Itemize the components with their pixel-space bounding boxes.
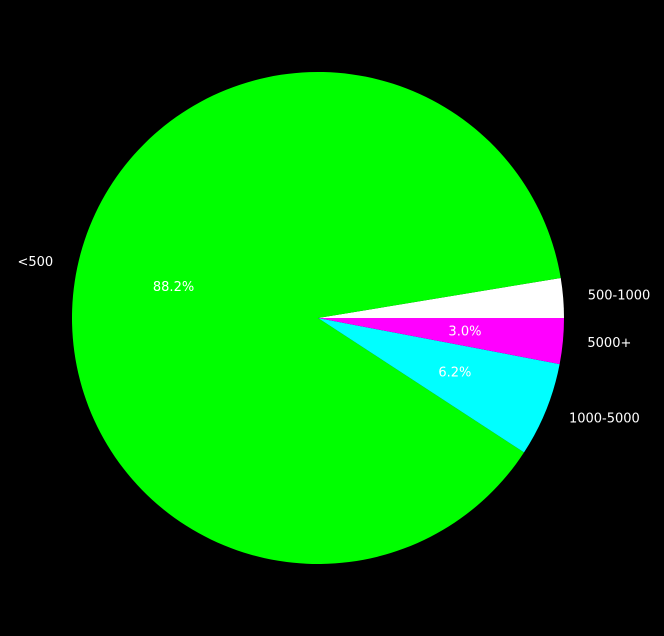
pie-labels: 500-1000 <500 88.2% 1000-5000 6.2% 5000+ 3.0% — [17, 255, 650, 427]
pie-slices — [71, 72, 564, 565]
slice-percent-label: 6.2% — [438, 366, 471, 381]
slice-label: 1000-5000 — [569, 412, 640, 427]
slice-label: 5000+ — [587, 336, 631, 351]
pie-slice-5000 — [318, 318, 564, 365]
slice-label: 500-1000 — [588, 288, 651, 303]
pie-slice-500 — [71, 72, 561, 565]
slice-percent-label: 3.0% — [448, 324, 481, 339]
pie-slice-1000-5000 — [318, 318, 560, 453]
pie-slice-500-1000 — [318, 277, 564, 318]
slice-percent-label: 88.2% — [153, 280, 194, 295]
slice-label: <500 — [17, 255, 53, 270]
